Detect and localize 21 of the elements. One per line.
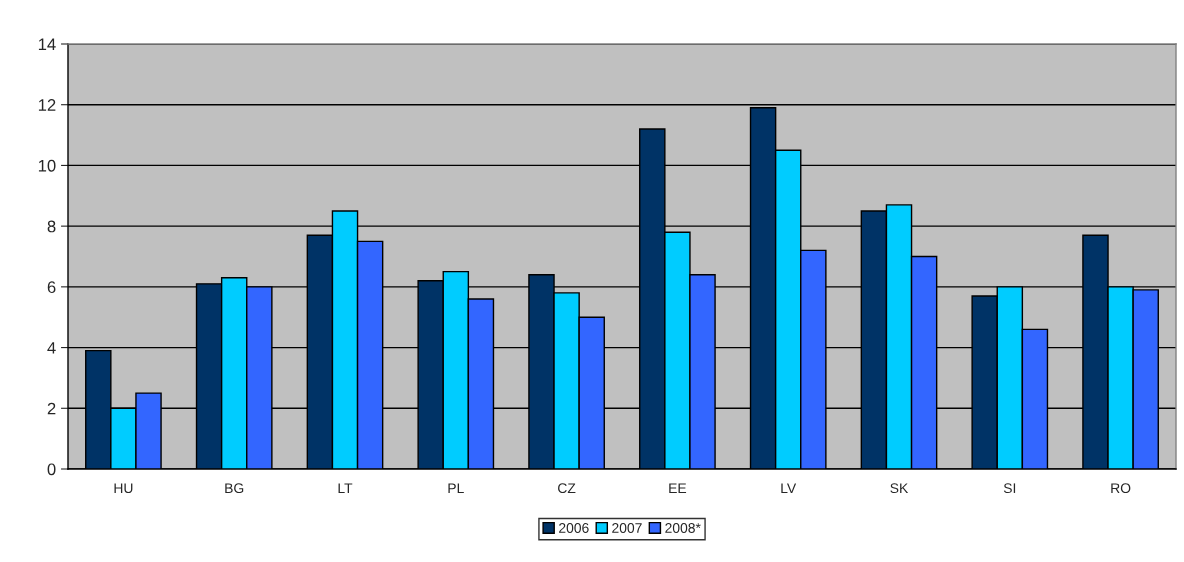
y-tick-label: 2 xyxy=(47,402,56,415)
legend-label: 2008* xyxy=(665,523,701,533)
y-tick-label: 12 xyxy=(38,99,56,111)
x-tick-label: LV xyxy=(781,483,797,493)
x-tick-label: CZ xyxy=(558,483,576,494)
y-tick-label: 14 xyxy=(38,38,56,51)
x-tick-label: EE xyxy=(669,483,687,493)
x-tick-label: BG xyxy=(225,483,244,494)
y-tick-label: 4 xyxy=(47,342,56,354)
y-tick-label: 0 xyxy=(47,463,56,476)
y-tick-label: 8 xyxy=(47,220,56,233)
legend-label: 2007 xyxy=(612,523,642,533)
x-tick-label: LT xyxy=(338,483,353,493)
x-tick-label: SI xyxy=(1003,483,1016,494)
y-tick-label: 10 xyxy=(38,159,56,172)
legend-label: 2006 xyxy=(559,523,589,533)
x-tick-label: PL xyxy=(448,483,464,493)
y-tick-label: 6 xyxy=(47,281,56,294)
x-tick-label: RO xyxy=(1111,483,1131,494)
x-tick-label: HU xyxy=(114,483,133,494)
x-tick-label: SK xyxy=(890,483,909,494)
